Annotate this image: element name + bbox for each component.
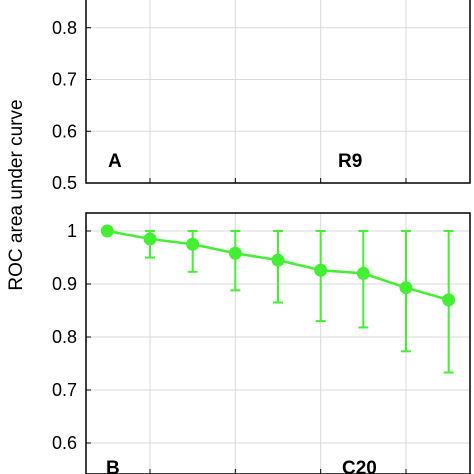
panel-b: 0.6 0.7 0.8 0.9 1 B C20	[52, 212, 471, 474]
y-axis-title: ROC area under curve	[6, 99, 27, 290]
data-point	[314, 263, 328, 277]
panel-a: 0.5 0.6 0.7 0.8 A R9	[52, 0, 471, 193]
panel-a-y-ticks: 0.5 0.6 0.7 0.8	[52, 18, 91, 193]
panel-a-label: A	[108, 151, 122, 172]
data-point	[399, 281, 413, 295]
panel-b-frame	[85, 212, 471, 474]
panel-b-label: B	[106, 458, 120, 474]
data-point	[100, 224, 114, 238]
data-point	[143, 232, 157, 246]
panel-b-y-ticks: 0.6 0.7 0.8 0.9 1	[52, 221, 91, 453]
data-point	[442, 293, 456, 307]
panel-a-grid	[86, 0, 470, 184]
y-tick-label: 0.7	[52, 380, 77, 400]
y-tick-label: 1	[67, 221, 77, 241]
y-tick-label: 0.7	[52, 70, 77, 90]
y-tick-label: 0.9	[52, 274, 77, 294]
data-point	[271, 253, 285, 267]
data-point	[186, 237, 200, 251]
panel-a-frame	[85, 0, 471, 184]
y-tick-label: 0.8	[52, 327, 77, 347]
panel-b-dataset-label: C20	[342, 458, 377, 474]
data-point	[228, 246, 242, 260]
y-tick-label: 0.5	[52, 173, 77, 193]
y-tick-label: 0.6	[52, 121, 77, 141]
panel-a-dataset-label: R9	[338, 151, 362, 172]
y-tick-label: 0.6	[52, 433, 77, 453]
panel-b-series	[100, 224, 456, 374]
y-tick-label: 0.8	[52, 18, 77, 38]
data-point	[356, 266, 370, 280]
